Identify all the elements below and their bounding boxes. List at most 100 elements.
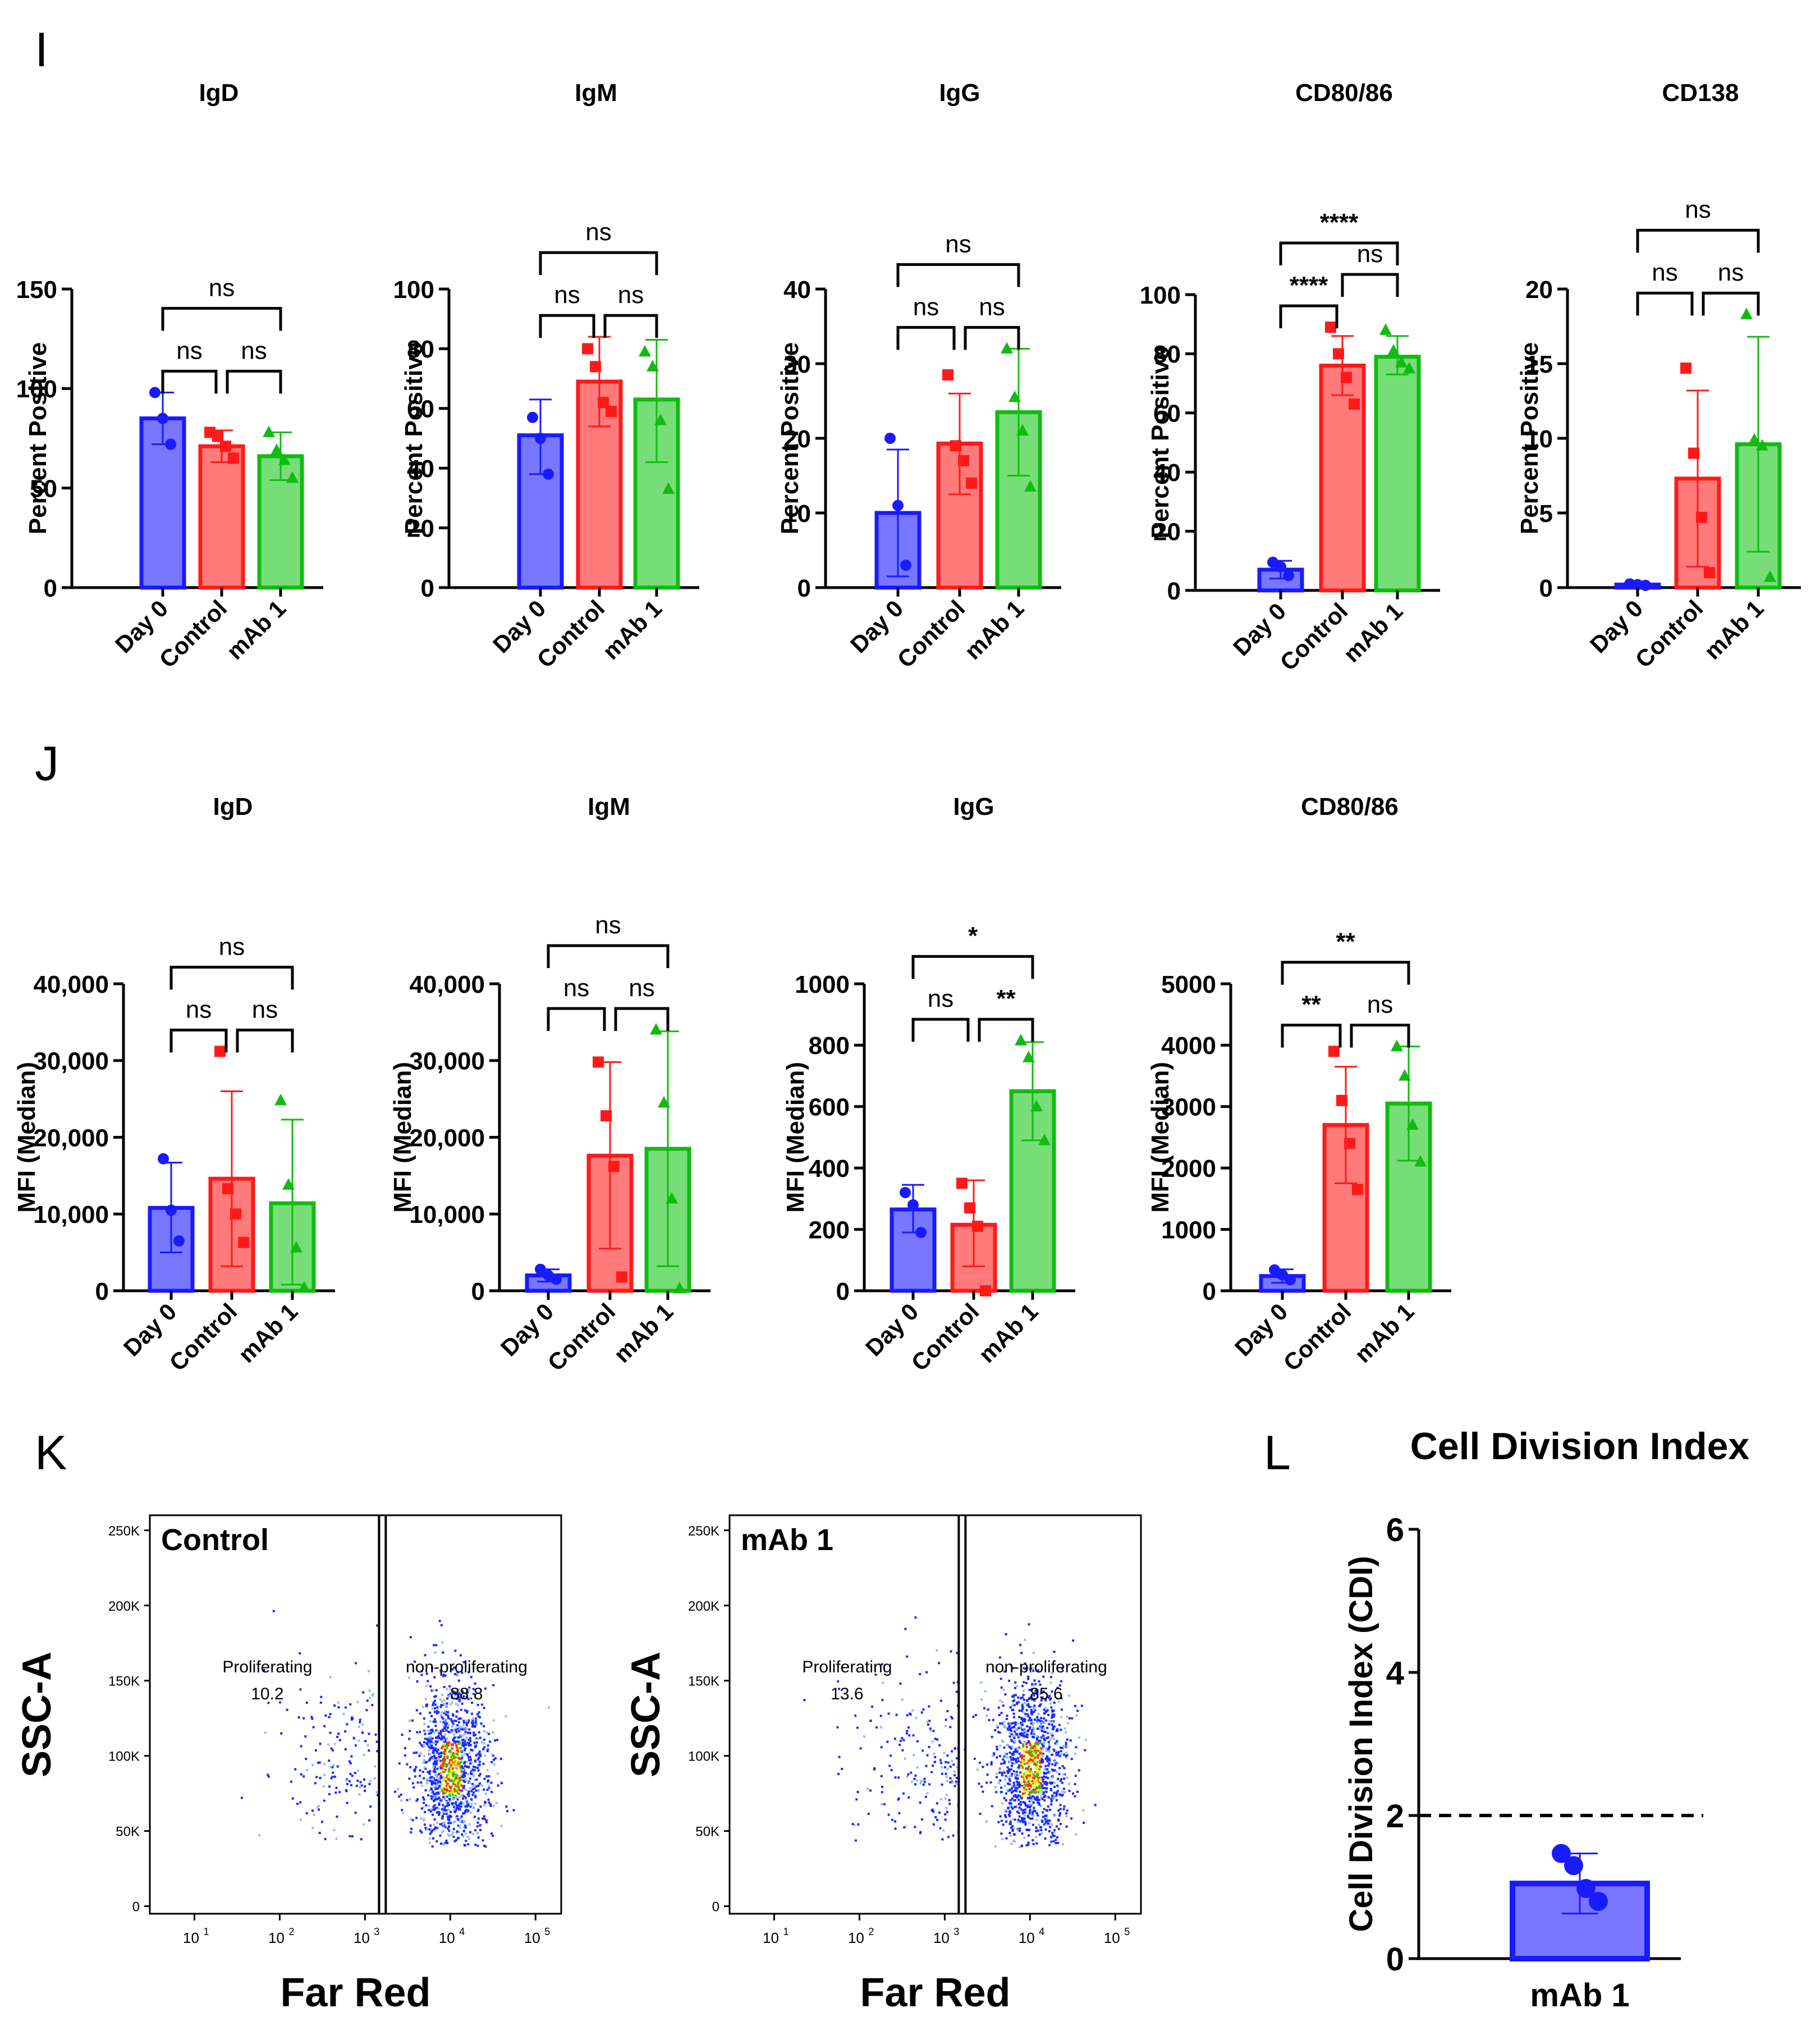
cell-event <box>1053 1781 1056 1784</box>
cell-event <box>1026 1770 1029 1773</box>
data-point <box>1740 308 1753 319</box>
cell-event <box>1014 1840 1016 1843</box>
cell-event <box>1015 1759 1017 1762</box>
cell-event <box>409 1766 412 1769</box>
cell-event <box>1037 1712 1040 1715</box>
cell-event <box>1027 1703 1030 1706</box>
cell-event <box>477 1715 480 1718</box>
cell-event <box>439 1755 442 1758</box>
cell-event <box>435 1750 438 1753</box>
data-point <box>166 1204 177 1216</box>
cell-event <box>443 1702 446 1705</box>
cell-event <box>463 1773 466 1776</box>
cell-event <box>1000 1819 1003 1822</box>
cell-event <box>1008 1680 1011 1683</box>
cell-event <box>318 1804 320 1807</box>
cell-event <box>450 1729 453 1731</box>
cell-event <box>294 1768 297 1771</box>
cell-event <box>1012 1790 1015 1793</box>
significance-label: ns <box>618 281 644 309</box>
cell-event <box>1023 1777 1025 1780</box>
x-tick-label: 10 <box>848 1929 864 1946</box>
cell-event <box>1034 1784 1037 1786</box>
cell-event <box>1028 1740 1030 1743</box>
cell-event <box>449 1703 452 1706</box>
cell-event <box>1008 1725 1011 1727</box>
cell-event <box>1020 1754 1023 1757</box>
cell-event <box>1022 1793 1025 1795</box>
cell-event <box>452 1754 455 1757</box>
cell-event <box>1023 1720 1026 1722</box>
cell-event <box>452 1821 455 1824</box>
cell-event <box>928 1720 931 1722</box>
cell-event <box>941 1838 944 1841</box>
cell-event <box>1029 1706 1032 1708</box>
cell-event <box>1005 1837 1008 1840</box>
significance-label: ns <box>1685 196 1711 223</box>
cell-event <box>1056 1836 1058 1839</box>
cell-event <box>422 1819 425 1822</box>
cell-event <box>1060 1716 1063 1718</box>
y-tick-label: 20 <box>407 515 434 542</box>
cell-event <box>1046 1726 1049 1729</box>
cell-event <box>1056 1825 1058 1828</box>
cell-event <box>1021 1708 1024 1711</box>
cell-event <box>471 1721 474 1724</box>
cell-event <box>1065 1815 1068 1818</box>
cell-event <box>453 1740 456 1743</box>
cell-event <box>1030 1754 1033 1757</box>
cell-event <box>484 1687 487 1690</box>
cell-event <box>1025 1668 1028 1671</box>
cell-event <box>466 1720 469 1722</box>
cell-event <box>1010 1739 1013 1741</box>
cell-event <box>1011 1797 1014 1800</box>
cell-event <box>439 1733 442 1736</box>
cell-event <box>1028 1750 1030 1753</box>
cell-event <box>939 1762 942 1764</box>
cell-event <box>1014 1740 1016 1743</box>
cell-event <box>1007 1807 1010 1809</box>
cell-event <box>446 1726 449 1729</box>
data-point <box>1764 570 1776 582</box>
cell-event <box>1056 1753 1059 1756</box>
cell-event <box>479 1736 482 1739</box>
cell-event <box>1004 1814 1007 1817</box>
cell-event <box>1066 1809 1069 1812</box>
cell-event <box>1040 1828 1043 1831</box>
cell-event <box>1036 1691 1039 1694</box>
cell-event <box>474 1844 477 1846</box>
cell-event <box>1016 1750 1019 1753</box>
cell-event <box>474 1745 477 1748</box>
cell-event <box>474 1725 476 1727</box>
cell-event <box>456 1671 459 1674</box>
cell-event <box>462 1767 465 1769</box>
cell-event <box>447 1822 450 1824</box>
cell-event <box>1040 1721 1043 1724</box>
cell-event <box>458 1807 461 1809</box>
cell-event <box>328 1785 331 1788</box>
cell-event <box>1022 1789 1025 1791</box>
cell-event <box>447 1804 450 1807</box>
cell-event <box>978 1761 981 1764</box>
cell-event <box>1010 1747 1012 1750</box>
cell-event <box>422 1796 425 1799</box>
cell-event <box>372 1693 375 1695</box>
cell-event <box>956 1757 959 1760</box>
cell-event <box>438 1782 441 1785</box>
cell-event <box>1041 1821 1044 1823</box>
chart-title: IgG <box>939 79 980 107</box>
cell-event <box>492 1719 495 1722</box>
cell-event <box>439 1752 442 1755</box>
cell-event <box>487 1748 489 1751</box>
cell-event <box>430 1795 433 1798</box>
cell-event <box>1017 1821 1020 1823</box>
cell-event <box>1047 1736 1049 1739</box>
cell-event <box>939 1798 942 1801</box>
cell-event <box>459 1784 461 1786</box>
cell-event <box>483 1742 485 1745</box>
cell-event <box>428 1805 430 1808</box>
cell-event <box>430 1741 433 1744</box>
cell-event <box>430 1831 433 1833</box>
data-point <box>1748 433 1761 445</box>
data-point <box>214 1046 226 1057</box>
